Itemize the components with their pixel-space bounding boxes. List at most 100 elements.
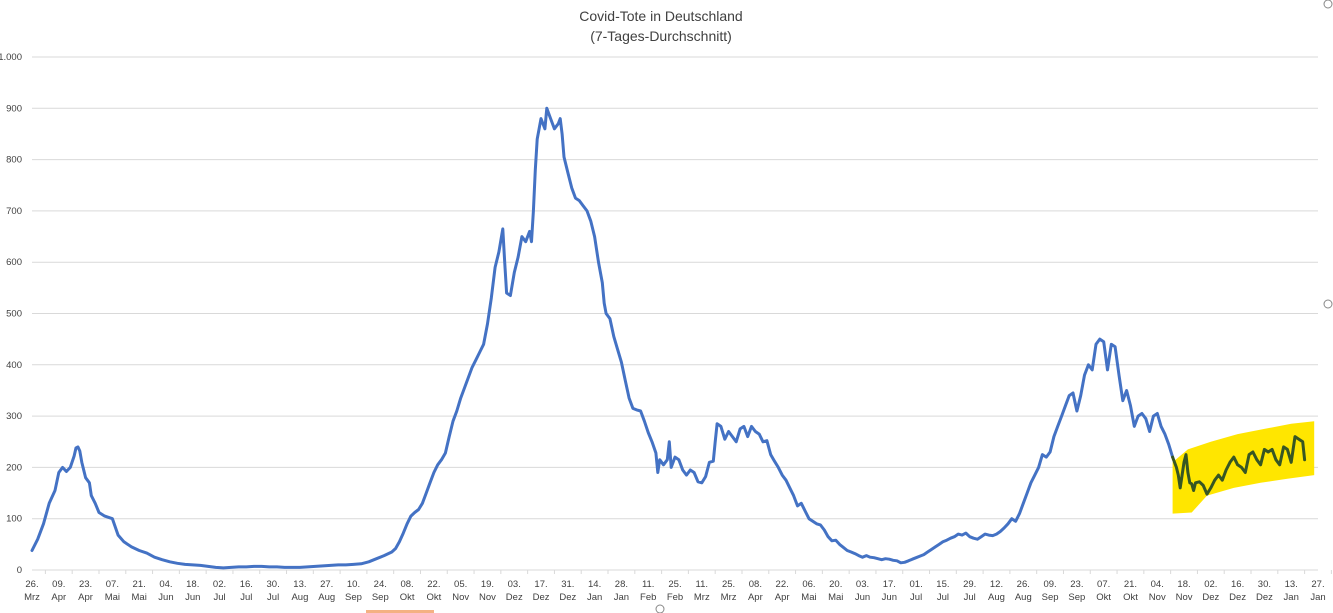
x-tick-day: 09. [1043,579,1056,590]
x-tick-day: 31. [561,579,574,590]
x-tick-month: Jun [855,592,870,603]
x-tick-month: Sep [372,592,389,603]
x-tick-month: Jul [213,592,225,603]
x-tick-day: 11. [696,579,709,590]
x-axis-ticks: 26. Mrz 09. Apr 23. Apr 07. Mai 21. Mai 04. Jun 18. J… [24,569,1332,603]
x-tick-month: Feb [667,592,683,603]
y-tick-label: 0 [17,565,22,576]
x-tick-month: Sep [1068,592,1085,603]
x-tick-month: Dez [506,592,523,603]
resize-handle-right[interactable] [1323,299,1333,309]
x-tick-month: Okt [1096,592,1111,603]
x-tick-month: Mrz [694,592,710,603]
x-tick-month: Jun [158,592,173,603]
y-tick-label: 500 [6,309,22,320]
x-tick-day: 30. [267,579,280,590]
x-tick-day: 13. [1285,579,1298,590]
x-tick-month: Aug [318,592,335,603]
x-tick-day: 08. [400,579,413,590]
x-tick-month: Jul [937,592,949,603]
x-tick-day: 06. [802,579,815,590]
x-tick-month: Aug [988,592,1005,603]
x-tick-month: Mrz [24,592,40,603]
x-tick-day: 17. [534,579,547,590]
x-tick-month: Apr [78,592,93,603]
series-line-0 [30,106,1175,570]
y-tick-label: 1.000 [0,52,22,63]
x-tick-month: Jul [240,592,252,603]
x-tick-month: Okt [1123,592,1138,603]
x-tick-day: 28. [615,579,628,590]
x-tick-day: 04. [159,579,172,590]
x-tick-day: 05. [454,579,467,590]
x-tick-month: Jan [1284,592,1299,603]
x-tick-day: 24. [374,579,387,590]
x-tick-month: Dez [1229,592,1246,603]
y-tick-label: 200 [6,462,22,473]
x-tick-day: 23. [1070,579,1083,590]
x-tick-month: Apr [51,592,66,603]
x-tick-day: 07. [1097,579,1110,590]
x-tick-month: Apr [748,592,763,603]
x-tick-month: Mrz [721,592,737,603]
x-tick-month: Apr [775,592,790,603]
resize-handle-top-right[interactable] [1323,0,1333,9]
x-tick-month: Dez [533,592,550,603]
x-tick-day: 22. [776,579,789,590]
x-tick-month: Jul [910,592,922,603]
x-tick-day: 02. [1204,579,1217,590]
x-tick-day: 25. [668,579,681,590]
y-tick-label: 700 [6,206,22,217]
x-tick-day: 14. [588,579,601,590]
resize-handle-bottom[interactable] [655,604,665,613]
x-tick-month: Jul [267,592,279,603]
x-tick-month: Dez [559,592,576,603]
x-tick-day: 08. [749,579,762,590]
x-tick-day: 23. [79,579,92,590]
x-tick-month: Mai [801,592,816,603]
x-tick-month: Okt [426,592,441,603]
x-tick-day: 16. [1231,579,1244,590]
x-tick-day: 20. [829,579,842,590]
x-tick-day: 02. [213,579,226,590]
x-tick-day: 12. [990,579,1003,590]
x-tick-day: 29. [963,579,976,590]
chart-title: Covid-Tote in Deutschland [579,8,742,24]
x-tick-day: 19. [481,579,494,590]
x-tick-month: Feb [640,592,656,603]
x-tick-month: Jun [882,592,897,603]
series-layer [30,106,1307,570]
x-tick-day: 18. [186,579,199,590]
x-tick-month: Okt [400,592,415,603]
x-tick-day: 27. [1311,579,1324,590]
x-tick-day: 03. [508,579,521,590]
x-tick-day: 26. [25,579,38,590]
y-tick-label: 400 [6,360,22,371]
x-tick-day: 18. [1177,579,1190,590]
x-tick-month: Sep [345,592,362,603]
x-tick-day: 15. [936,579,949,590]
x-tick-month: Nov [1176,592,1193,603]
x-tick-day: 03. [856,579,869,590]
x-tick-day: 11. [642,579,655,590]
y-axis-tick-labels: 0 100 200 300 400 500 600 700 800 900 1.000 [0,52,22,576]
y-tick-label: 900 [6,103,22,114]
x-tick-day: 01. [910,579,923,590]
x-tick-month: Nov [479,592,496,603]
x-tick-day: 07. [106,579,119,590]
y-tick-label: 300 [6,411,22,422]
x-tick-day: 21. [1124,579,1137,590]
gridlines [32,56,1318,571]
x-tick-month: Jan [1310,592,1325,603]
x-tick-month: Mai [105,592,120,603]
x-tick-day: 21. [133,579,146,590]
y-tick-label: 100 [6,514,22,525]
x-tick-day: 25. [722,579,735,590]
x-tick-month: Jul [964,592,976,603]
scroll-indicator [366,610,434,613]
y-tick-label: 600 [6,257,22,268]
x-tick-day: 10. [347,579,360,590]
x-tick-month: Dez [1202,592,1219,603]
x-tick-month: Mai [132,592,147,603]
